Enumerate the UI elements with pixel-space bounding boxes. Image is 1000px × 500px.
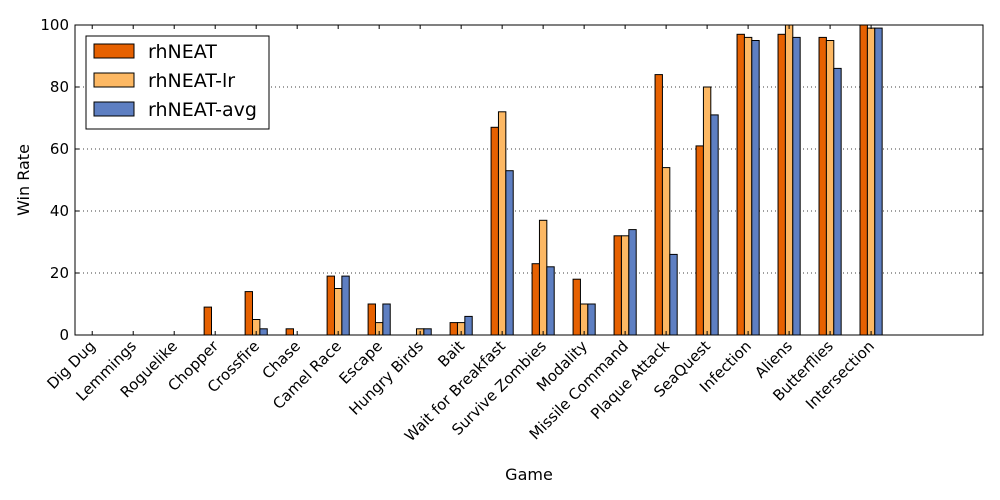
x-axis-label: Game: [505, 465, 553, 484]
bar: [818, 36, 827, 336]
bar: [490, 126, 499, 336]
y-axis-label: Win Rate: [14, 144, 33, 216]
bar: [579, 303, 589, 336]
legend: rhNEAT rhNEAT-lr rhNEAT-avg: [85, 35, 270, 130]
legend-swatch: [93, 43, 135, 59]
bar: [531, 263, 540, 336]
bar: [859, 24, 868, 336]
y-tick-label: 60: [50, 140, 69, 158]
bar: [792, 36, 801, 336]
bar: [702, 86, 712, 336]
bar: [546, 266, 555, 336]
bar: [244, 291, 254, 336]
y-axis-ticks: 0 20 40 60 80 100: [40, 16, 983, 344]
bar: [382, 303, 391, 336]
bar: [833, 67, 842, 336]
bar: [743, 36, 753, 336]
y-tick-label: 80: [50, 78, 69, 96]
bar: [620, 235, 630, 336]
bar: [661, 167, 671, 336]
bar: [538, 219, 548, 336]
bar: [751, 40, 760, 336]
bar: [203, 306, 213, 336]
bar: [628, 229, 637, 336]
bar: [449, 322, 458, 336]
bar: [669, 253, 678, 336]
bar: [874, 27, 883, 336]
bar: [259, 328, 268, 336]
bar: [572, 278, 581, 336]
legend-label: rhNEAT-lr: [148, 70, 235, 92]
x-tick-label: Bait: [434, 337, 468, 371]
bar: [784, 24, 794, 336]
bar: [464, 315, 473, 336]
y-tick-label: 20: [50, 264, 69, 282]
bar: [654, 74, 663, 336]
legend-swatch: [93, 101, 135, 117]
y-tick-label: 40: [50, 202, 69, 220]
bar: [695, 145, 704, 336]
bar: [367, 303, 376, 336]
bar: [333, 288, 343, 336]
bar: [505, 170, 514, 336]
plot-area-frame: [74, 24, 984, 336]
bar: [326, 275, 335, 336]
bar: [285, 328, 294, 336]
bar: [587, 303, 596, 336]
bar: [736, 33, 745, 336]
bar: [777, 33, 786, 336]
bar: [866, 27, 876, 336]
bar: [423, 328, 432, 336]
bar: [710, 114, 719, 336]
bar: [341, 275, 350, 336]
legend-label: rhNEAT: [148, 41, 217, 63]
legend-swatch: [93, 72, 135, 88]
bars: [203, 24, 883, 336]
legend-label: rhNEAT-avg: [148, 99, 257, 121]
bar: [825, 40, 835, 336]
bar: [497, 111, 507, 336]
bar: [613, 235, 622, 336]
y-tick-label: 0: [59, 326, 69, 344]
y-tick-label: 100: [40, 16, 69, 34]
